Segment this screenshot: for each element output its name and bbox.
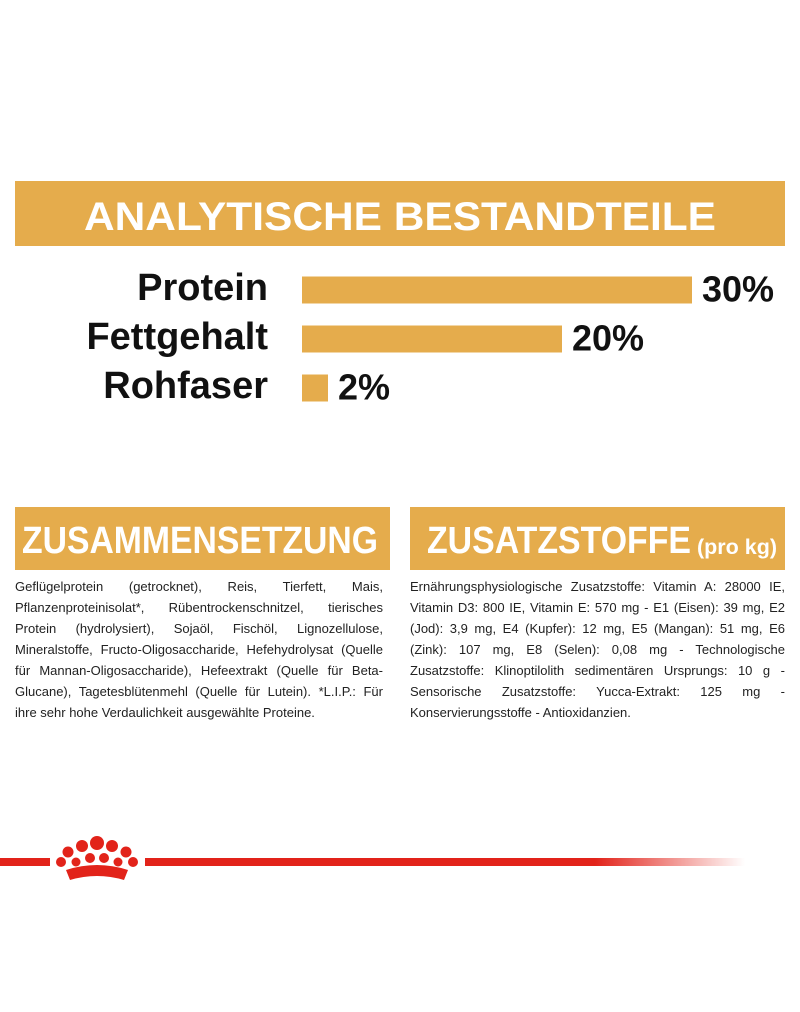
brand-line <box>0 858 50 866</box>
category-label: Rohfaser <box>103 365 268 407</box>
section-unit: (pro kg) <box>697 536 777 559</box>
section-title: ZUSATZSTOFFE <box>427 520 691 562</box>
composition-text: Geflügelprotein (getrocknet), Reis, Tier… <box>15 579 383 720</box>
category-label: Fettgehalt <box>86 316 268 358</box>
bar <box>302 374 328 402</box>
value-label: 2% <box>338 367 390 408</box>
bar <box>302 325 562 353</box>
bar-chart: Protein 30% Fettgehalt 20% Rohfaser 2% <box>86 267 774 407</box>
section-band <box>410 507 785 570</box>
value-label: 30% <box>702 269 774 310</box>
brand-line <box>145 858 745 866</box>
bar <box>302 276 692 304</box>
value-label: 20% <box>572 318 644 359</box>
chart-title: ANALYTISCHE BESTANDTEILE <box>84 195 716 239</box>
section-band <box>15 507 390 570</box>
title-band <box>15 181 785 246</box>
category-label: Protein <box>137 267 268 309</box>
crown-logo <box>56 836 138 880</box>
additives-text: Ernährungsphysiologische Zusatzstoffe: V… <box>410 579 785 720</box>
section-title: ZUSAMMENSETZUNG <box>22 520 378 562</box>
